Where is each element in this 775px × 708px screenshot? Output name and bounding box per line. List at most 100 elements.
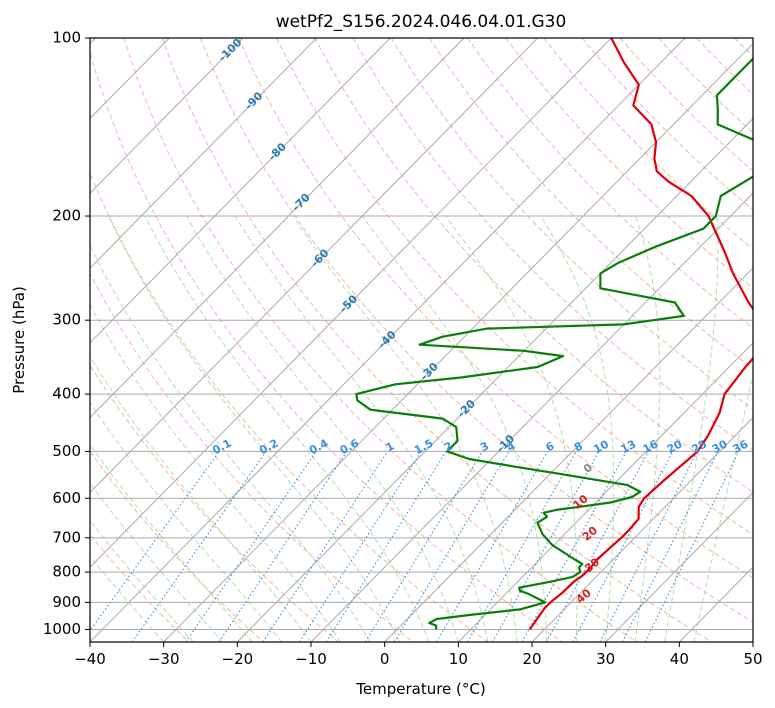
y-axis-label: Pressure (hPa): [10, 286, 28, 394]
isotherm-line: [531, 416, 753, 642]
isotherm-line: [90, 38, 612, 568]
isotherm-line: [236, 117, 753, 642]
dry-adiabat: [657, 38, 753, 134]
x-tick-label: 40: [670, 650, 689, 668]
isotherm-line: [90, 38, 391, 344]
dry-adiabat: [123, 38, 638, 642]
axes: −40 −30 −20 −10 0 10 20 30 40 5010020030040050060…: [43, 29, 763, 669]
x-tick-label: −10: [295, 650, 327, 668]
moist-adiabat: [90, 303, 341, 642]
isotherm-line: [90, 38, 465, 419]
y-tick-label: 500: [52, 442, 81, 460]
x-tick-label: 50: [743, 650, 762, 668]
mixing-ratio-line: [393, 451, 510, 642]
mixing-ratio-line: [218, 451, 348, 642]
mixing-ratio-label: 0.1: [210, 437, 233, 458]
mixing-ratio-line: [298, 451, 422, 642]
mixing-ratio-label: 0.4: [307, 436, 331, 457]
isotherm-line: [605, 491, 753, 642]
dry-adiabat: [581, 38, 753, 211]
isotherm-line: [90, 38, 686, 642]
mixing-ratio-label: 6: [544, 439, 557, 454]
theta-e-label: 10: [571, 492, 591, 512]
x-tick-label: 20: [522, 650, 541, 668]
dry-adiabat: [543, 38, 753, 250]
mixing-ratio-line: [545, 451, 649, 642]
moist-adiabat: [540, 215, 615, 642]
mixing-ratio-line: [521, 451, 627, 642]
mixing-ratio-line: [467, 451, 577, 642]
x-tick-label: −40: [74, 650, 106, 668]
moist-adiabat: [186, 215, 459, 642]
mixing-ratio-label: 30: [710, 437, 730, 456]
moist-adiabat: [362, 215, 548, 642]
isotherm-line: [90, 38, 244, 194]
dry-adiabat: [428, 38, 753, 369]
y-tick-label: 100: [52, 29, 81, 47]
mixing-ratio-label: 25: [690, 438, 710, 457]
mixing-ratio-label: 1.5: [412, 437, 435, 458]
y-tick-label: 600: [52, 489, 81, 507]
mixing-ratio-label: 0.6: [338, 436, 362, 457]
dry-adiabat: [90, 450, 264, 642]
moist-adiabat: [90, 555, 165, 642]
mixing-ratio-line: [435, 451, 549, 642]
dry-adiabat: [90, 50, 563, 642]
moist-adiabat: [108, 215, 400, 642]
y-tick-label: 200: [52, 207, 81, 225]
mixing-ratio-label: 16: [641, 437, 661, 456]
moist-adiabat: [634, 215, 661, 642]
isotherm-line: [90, 38, 538, 494]
moist-adiabat: [90, 443, 253, 642]
dry-adiabat: [734, 38, 753, 57]
mixing-ratio-label: 1: [384, 439, 397, 454]
dry-adiabat: [199, 38, 753, 623]
dry-adiabat: [619, 38, 753, 172]
moist-adiabat: [90, 519, 194, 642]
x-tick-label: 10: [449, 650, 468, 668]
mixing-ratio-line: [364, 451, 483, 642]
x-tick-label: 30: [596, 650, 615, 668]
x-axis-label: Temperature (°C): [355, 680, 485, 698]
theta-e-label: 20: [580, 524, 600, 544]
mixing-ratio-line: [621, 451, 719, 642]
dry-adiabat: [238, 38, 753, 579]
dry-adiabat: [161, 38, 712, 642]
y-tick-label: 300: [52, 311, 81, 329]
y-tick-label: 700: [52, 528, 81, 546]
mixing-ratio-line: [599, 451, 698, 642]
moist-adiabat: [693, 371, 753, 642]
isotherm-line: [90, 38, 317, 269]
moist-adiabat: [90, 244, 371, 642]
dry-adiabat: [276, 38, 753, 536]
isotherm-line: [163, 42, 753, 642]
x-tick-label: −30: [148, 650, 180, 668]
mixing-ratio-label: 20: [665, 437, 685, 456]
y-tick-label: 1000: [43, 620, 81, 638]
mixing-ratio-label: 13: [619, 438, 639, 457]
moist-adiabat: [90, 355, 312, 642]
mixing-ratio-line: [644, 451, 740, 642]
moist-adiabat: [664, 215, 719, 642]
y-tick-label: 800: [52, 563, 81, 581]
isotherm-line: [384, 267, 753, 642]
moist-adiabat: [90, 401, 282, 642]
isotherm-line: [310, 192, 753, 642]
isotherm-line: [752, 641, 753, 642]
temperature-profile: [528, 38, 753, 631]
dry-adiabat: [90, 272, 414, 642]
mixing-ratio-line: [572, 451, 674, 642]
mixing-ratio-label: 3: [478, 439, 491, 454]
chart-title: wetPf2_S156.2024.046.04.01.G30: [276, 12, 567, 32]
dry-adiabat: [90, 533, 190, 642]
moist-adiabat: [234, 215, 489, 642]
mixing-ratio-label: 36: [731, 437, 751, 456]
moist-adiabat: [144, 215, 430, 642]
y-tick-label: 900: [52, 593, 81, 611]
mixing-ratio-line: [325, 451, 447, 642]
y-tick-label: 400: [52, 385, 81, 403]
background-grid: [90, 38, 753, 642]
mixing-ratio-line: [131, 451, 267, 642]
x-tick-label: 0: [380, 650, 390, 668]
